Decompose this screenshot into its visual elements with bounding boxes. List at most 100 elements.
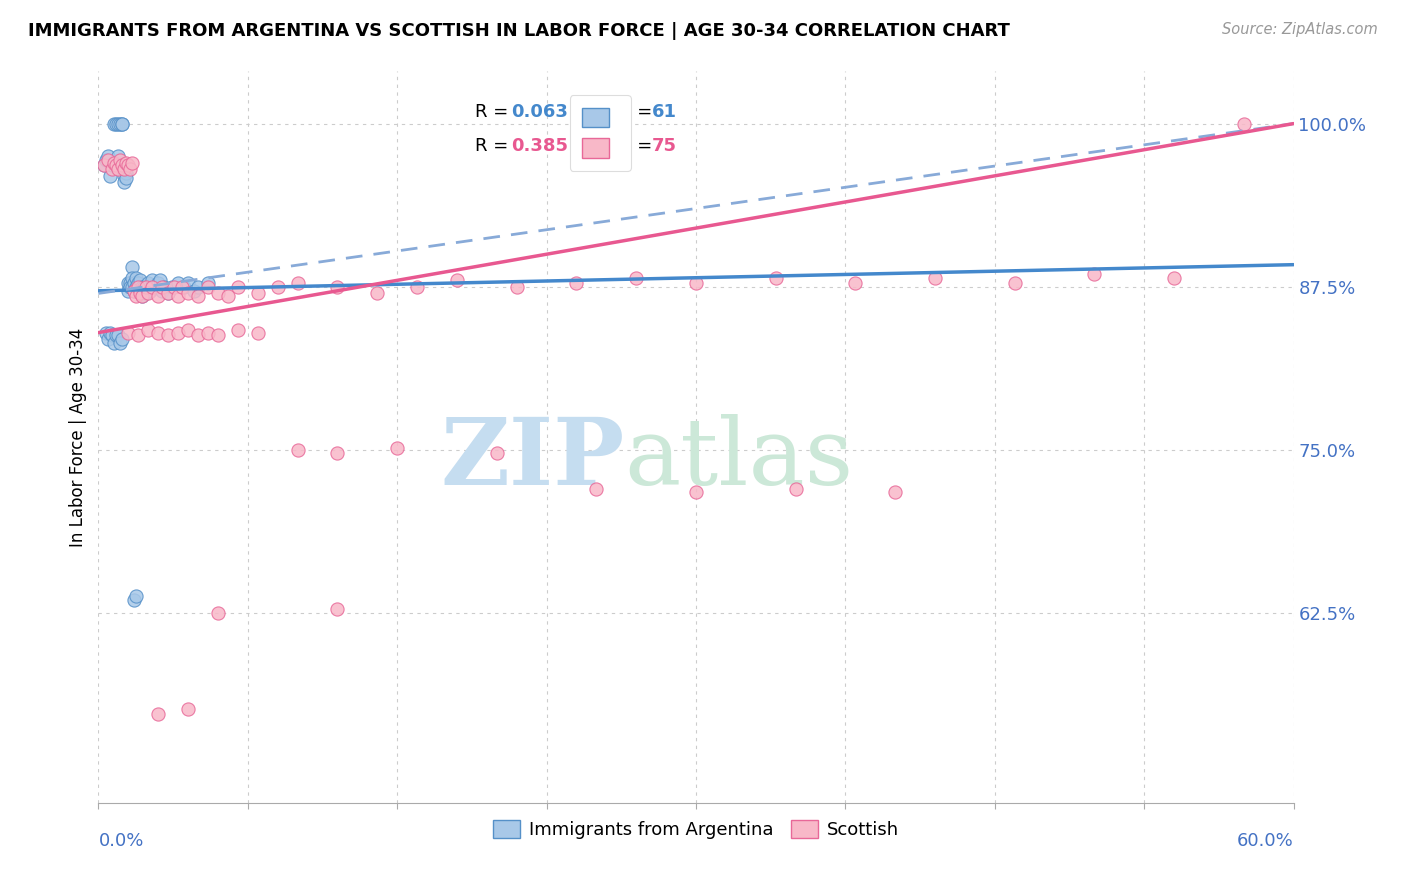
Text: R =: R = — [475, 137, 513, 155]
Point — [101, 162, 124, 177]
Point — [187, 289, 209, 303]
Point — [167, 276, 190, 290]
Point — [127, 276, 149, 290]
Point — [183, 284, 205, 298]
Point — [97, 149, 120, 163]
Point — [157, 286, 180, 301]
Point — [117, 326, 139, 340]
Point — [111, 117, 134, 131]
Point — [148, 326, 170, 340]
Point — [366, 286, 388, 301]
Point — [197, 280, 219, 294]
Point — [157, 286, 180, 301]
Point — [149, 273, 172, 287]
Point — [134, 280, 156, 294]
Legend: Immigrants from Argentina, Scottish: Immigrants from Argentina, Scottish — [485, 813, 907, 847]
Point — [160, 280, 183, 294]
Point — [125, 280, 148, 294]
Point — [785, 483, 807, 497]
Point — [107, 149, 129, 163]
Point — [120, 280, 142, 294]
Text: 75: 75 — [652, 137, 676, 155]
Point — [326, 602, 349, 616]
Point — [287, 276, 309, 290]
Point — [446, 273, 468, 287]
Point — [107, 117, 129, 131]
Point — [112, 169, 135, 183]
Point — [685, 276, 707, 290]
Text: Source: ZipAtlas.com: Source: ZipAtlas.com — [1222, 22, 1378, 37]
Point — [111, 332, 134, 346]
Point — [187, 328, 209, 343]
Point — [131, 289, 153, 303]
Point — [127, 280, 149, 294]
Point — [93, 158, 115, 172]
Point — [626, 270, 648, 285]
Text: 0.0%: 0.0% — [98, 832, 143, 850]
Point — [1083, 267, 1105, 281]
Point — [117, 158, 139, 172]
Point — [97, 332, 120, 346]
Point — [139, 284, 162, 298]
Point — [226, 280, 249, 294]
Text: 60.0%: 60.0% — [1237, 832, 1294, 850]
Y-axis label: In Labor Force | Age 30-34: In Labor Force | Age 30-34 — [69, 327, 87, 547]
Point — [217, 289, 239, 303]
Point — [98, 326, 122, 340]
Point — [163, 280, 186, 294]
Point — [226, 323, 249, 337]
Point — [141, 273, 163, 287]
Point — [246, 326, 269, 340]
Point — [844, 276, 866, 290]
Point — [103, 156, 125, 170]
Point — [124, 276, 146, 290]
Point — [207, 607, 229, 621]
Point — [167, 289, 190, 303]
Point — [105, 328, 128, 343]
Point — [129, 286, 152, 301]
Point — [406, 280, 429, 294]
Point — [173, 280, 195, 294]
Point — [267, 280, 290, 294]
Point — [177, 286, 200, 301]
Point — [167, 326, 190, 340]
Point — [110, 336, 132, 351]
Point — [187, 280, 209, 294]
Point — [110, 117, 132, 131]
Point — [98, 169, 122, 183]
Point — [585, 483, 607, 497]
Point — [1004, 276, 1026, 290]
Point — [287, 443, 309, 458]
Point — [1233, 117, 1256, 131]
Point — [103, 117, 125, 131]
Point — [153, 280, 176, 294]
Point — [96, 326, 118, 340]
Point — [110, 153, 132, 168]
Point — [125, 590, 148, 604]
Point — [120, 276, 142, 290]
Point — [115, 171, 138, 186]
Point — [121, 280, 143, 294]
Point — [565, 276, 588, 290]
Point — [112, 175, 135, 189]
Point — [103, 336, 125, 351]
Point — [121, 260, 143, 275]
Point — [112, 162, 135, 177]
Point — [685, 485, 707, 500]
Point — [177, 276, 200, 290]
Point — [96, 153, 118, 168]
Point — [111, 158, 134, 172]
Point — [148, 706, 170, 721]
Point — [120, 162, 142, 177]
Point — [136, 323, 159, 337]
Point — [141, 280, 163, 294]
Text: R =: R = — [475, 103, 513, 120]
Point — [105, 158, 128, 172]
Point — [131, 289, 153, 303]
Point — [136, 276, 159, 290]
Point — [107, 162, 129, 177]
Text: 0.063: 0.063 — [510, 103, 568, 120]
Point — [207, 286, 229, 301]
Point — [177, 323, 200, 337]
Point — [197, 326, 219, 340]
